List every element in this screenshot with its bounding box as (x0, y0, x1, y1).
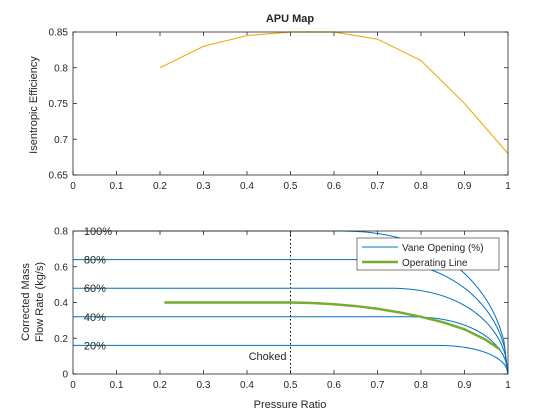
flow-x-tick-label: 0.3 (197, 380, 211, 391)
efficiency-subplot: APU Map Isentropic Efficiency 0 0.1 0.2 0.3… (28, 13, 511, 192)
vane-curve-60pct (73, 287, 509, 375)
efficiency-axis-ticks: 0 0.1 0.2 0.3 0.4 0.5 0.6 0.7 0.8 0.9 1 0.65 0.7 0.75… (49, 28, 512, 193)
flow-y-tick-label: 0.4 (54, 298, 68, 309)
efficiency-x-tick-label: 0 (70, 181, 76, 192)
legend-label-operating-line: Operating Line (402, 258, 468, 269)
flow-subplot: Corrected Mass Flow Rate (kg/s) Pressure… (20, 226, 511, 411)
efficiency-y-axis-label: Isentropic Efficiency (28, 56, 40, 154)
flow-x-tick-label: 0 (70, 380, 76, 391)
vane-curve-20pct (73, 344, 509, 375)
flow-x-tick-label: 0.6 (327, 380, 341, 391)
flow-x-tick-label: 0.4 (240, 380, 254, 391)
flow-x-axis-label: Pressure Ratio (254, 399, 327, 411)
efficiency-x-tick-label: 0.6 (327, 181, 341, 192)
efficiency-y-tick-label: 0.65 (49, 171, 69, 182)
efficiency-x-tick-label: 0.2 (153, 181, 167, 192)
flow-y-axis-label-line-2: Flow Rate (kg/s) (34, 262, 46, 342)
efficiency-x-tick-label: 0.7 (371, 181, 385, 192)
flow-x-tick-label: 0.8 (414, 380, 428, 391)
vane-curve-label: 20% (84, 340, 106, 352)
flow-series: Choked 100% 80% 60% 40% 20% (73, 226, 509, 375)
vane-curve-label: 40% (84, 312, 106, 324)
flow-y-tick-label: 0.2 (54, 334, 68, 345)
flow-axis-ticks: 0 0.1 0.2 0.3 0.4 0.5 0.6 0.7 0.8 0.9 1 0 0.2 0.4 0.6 0… (54, 227, 511, 392)
efficiency-axes-box (72, 31, 509, 176)
efficiency-y-tick-label: 0.8 (54, 63, 68, 74)
legend: Vane Opening (%) Operating Line (356, 237, 500, 271)
legend-box (356, 237, 500, 271)
flow-y-tick-label: 0.6 (54, 262, 68, 273)
efficiency-x-tick-label: 0.5 (284, 181, 298, 192)
vane-curve-label: 100% (84, 226, 112, 238)
efficiency-x-tick-label: 0.1 (110, 181, 124, 192)
flow-x-tick-label: 1 (505, 380, 511, 391)
flow-axes-box (72, 230, 509, 375)
efficiency-x-tick-label: 1 (505, 181, 511, 192)
efficiency-x-tick-label: 0.9 (458, 181, 472, 192)
vane-curve-label: 80% (84, 255, 106, 267)
efficiency-x-tick-label: 0.4 (240, 181, 254, 192)
flow-x-tick-label: 0.5 (284, 380, 298, 391)
choked-label: Choked (249, 351, 287, 363)
flow-y-tick-label: 0.8 (54, 227, 68, 238)
flow-x-tick-label: 0.2 (153, 380, 167, 391)
flow-y-axis-label-line-1: Corrected Mass (20, 263, 32, 341)
legend-label-vane-opening: Vane Opening (%) (402, 243, 484, 254)
efficiency-x-tick-label: 0.3 (197, 181, 211, 192)
flow-x-tick-label: 0.1 (110, 380, 124, 391)
efficiency-y-tick-label: 0.7 (54, 135, 68, 146)
flow-y-tick-label: 0 (62, 370, 68, 381)
efficiency-x-tick-label: 0.8 (414, 181, 428, 192)
efficiency-y-tick-label: 0.75 (49, 99, 69, 110)
chart-title: APU Map (266, 13, 315, 25)
efficiency-y-tick-label: 0.85 (49, 28, 69, 39)
flow-x-tick-label: 0.9 (458, 380, 472, 391)
flow-x-tick-label: 0.7 (371, 380, 385, 391)
vane-curve-label: 60% (84, 283, 106, 295)
operating-line (164, 301, 501, 351)
